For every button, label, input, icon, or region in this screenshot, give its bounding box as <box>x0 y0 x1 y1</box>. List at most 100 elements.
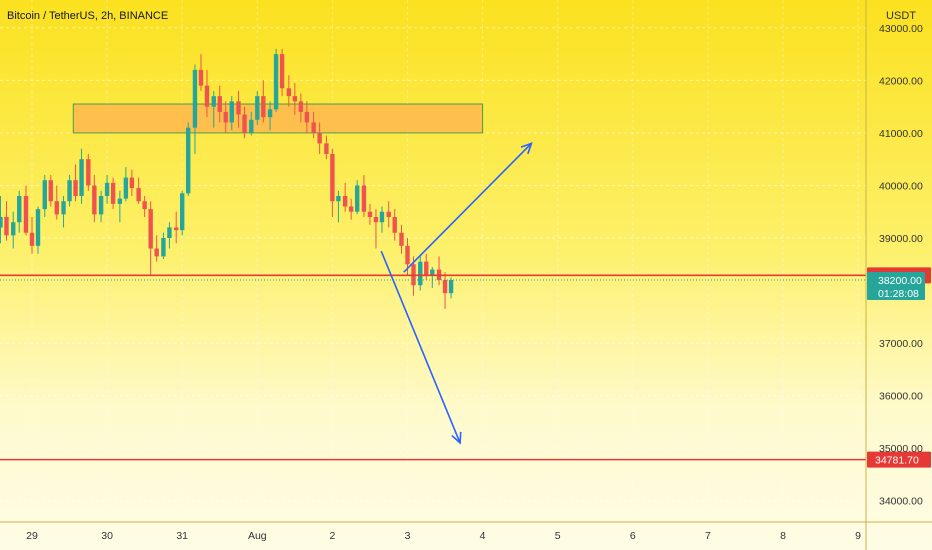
candle[interactable] <box>67 174 72 207</box>
candle[interactable] <box>29 216 35 254</box>
candle[interactable] <box>255 90 260 126</box>
chart-title: Bitcoin / TetherUS, 2h, BINANCE <box>7 10 169 22</box>
candle[interactable] <box>436 256 442 286</box>
candle-body <box>48 180 53 202</box>
candle[interactable] <box>249 111 254 136</box>
candle[interactable] <box>35 206 41 254</box>
candle[interactable] <box>242 106 247 139</box>
candle[interactable] <box>361 174 367 217</box>
candle[interactable] <box>330 148 335 217</box>
candle[interactable] <box>204 69 210 118</box>
candle[interactable] <box>217 85 222 123</box>
candle[interactable] <box>430 266 435 288</box>
candle[interactable] <box>173 211 179 244</box>
candle[interactable] <box>148 201 153 275</box>
candle-body <box>98 195 104 215</box>
candle[interactable] <box>418 256 423 291</box>
candle[interactable] <box>186 122 191 196</box>
candle[interactable] <box>286 75 292 107</box>
candle[interactable] <box>79 148 84 204</box>
candle[interactable] <box>123 167 129 202</box>
candle[interactable] <box>236 90 241 128</box>
candle[interactable] <box>180 190 185 236</box>
candle[interactable] <box>304 101 310 133</box>
candle[interactable] <box>392 209 397 241</box>
candle-body <box>255 96 260 120</box>
candle[interactable] <box>373 209 379 249</box>
candle[interactable] <box>342 182 348 212</box>
candle[interactable] <box>354 180 360 215</box>
candle-body <box>418 261 423 286</box>
candle-body <box>386 211 391 217</box>
candle[interactable] <box>86 153 91 191</box>
candle[interactable] <box>48 174 53 207</box>
candle[interactable] <box>336 190 341 223</box>
candle-body <box>180 193 185 231</box>
candle-body <box>129 177 135 189</box>
candle[interactable] <box>211 90 216 128</box>
candle[interactable] <box>154 235 159 262</box>
candle[interactable] <box>267 101 273 131</box>
candle[interactable] <box>298 93 304 123</box>
candle[interactable] <box>223 101 228 133</box>
candle-body <box>448 280 454 294</box>
candle[interactable] <box>386 201 391 228</box>
candle-body <box>4 216 9 236</box>
candle[interactable] <box>92 174 97 223</box>
candle[interactable] <box>98 190 104 223</box>
candle[interactable] <box>273 48 279 112</box>
candle-body <box>11 222 16 236</box>
candle[interactable] <box>17 190 22 233</box>
arrow-head <box>451 431 462 445</box>
candle-body <box>442 280 448 294</box>
candle[interactable] <box>311 111 316 139</box>
candle[interactable] <box>348 198 354 220</box>
y-tick-label: 42000.00 <box>879 75 923 87</box>
candle[interactable] <box>229 96 234 131</box>
arrow-shaft <box>403 142 532 273</box>
candle[interactable] <box>192 64 198 154</box>
candle-body <box>17 195 22 223</box>
candle[interactable] <box>23 185 29 236</box>
candle[interactable] <box>261 80 266 123</box>
candle[interactable] <box>292 83 298 115</box>
candle[interactable] <box>104 174 110 204</box>
candle[interactable] <box>54 185 59 220</box>
candle[interactable] <box>4 201 9 241</box>
projection-arrow[interactable] <box>380 250 462 445</box>
arrows-layer <box>380 142 533 445</box>
candle[interactable] <box>161 232 166 260</box>
candle[interactable] <box>442 272 448 309</box>
candle[interactable] <box>129 169 135 196</box>
y-tick-label: 36000.00 <box>879 391 923 403</box>
candle[interactable] <box>317 122 322 154</box>
candle[interactable] <box>198 54 204 91</box>
candle[interactable] <box>11 211 16 249</box>
candle[interactable] <box>379 206 385 233</box>
candle[interactable] <box>61 195 66 228</box>
x-tick-label: 3 <box>405 530 411 542</box>
candle-body <box>35 209 41 246</box>
candle[interactable] <box>367 203 373 225</box>
candle[interactable] <box>0 195 3 244</box>
candle[interactable] <box>448 277 454 299</box>
candle[interactable] <box>399 224 404 254</box>
candle[interactable] <box>136 177 141 204</box>
candle[interactable] <box>117 190 123 223</box>
candle-body <box>86 159 91 186</box>
candle-body <box>249 119 254 133</box>
candle[interactable] <box>324 135 329 160</box>
projection-arrow[interactable] <box>403 142 533 273</box>
candle[interactable] <box>42 174 47 217</box>
candle[interactable] <box>73 164 78 202</box>
candle[interactable] <box>279 48 285 97</box>
candle-body <box>142 201 147 210</box>
resistance-zone[interactable] <box>72 103 484 134</box>
candle-body <box>223 111 228 123</box>
candle[interactable] <box>110 177 116 210</box>
candle-body <box>79 159 84 196</box>
candle[interactable] <box>142 195 147 217</box>
candle[interactable] <box>167 222 172 249</box>
